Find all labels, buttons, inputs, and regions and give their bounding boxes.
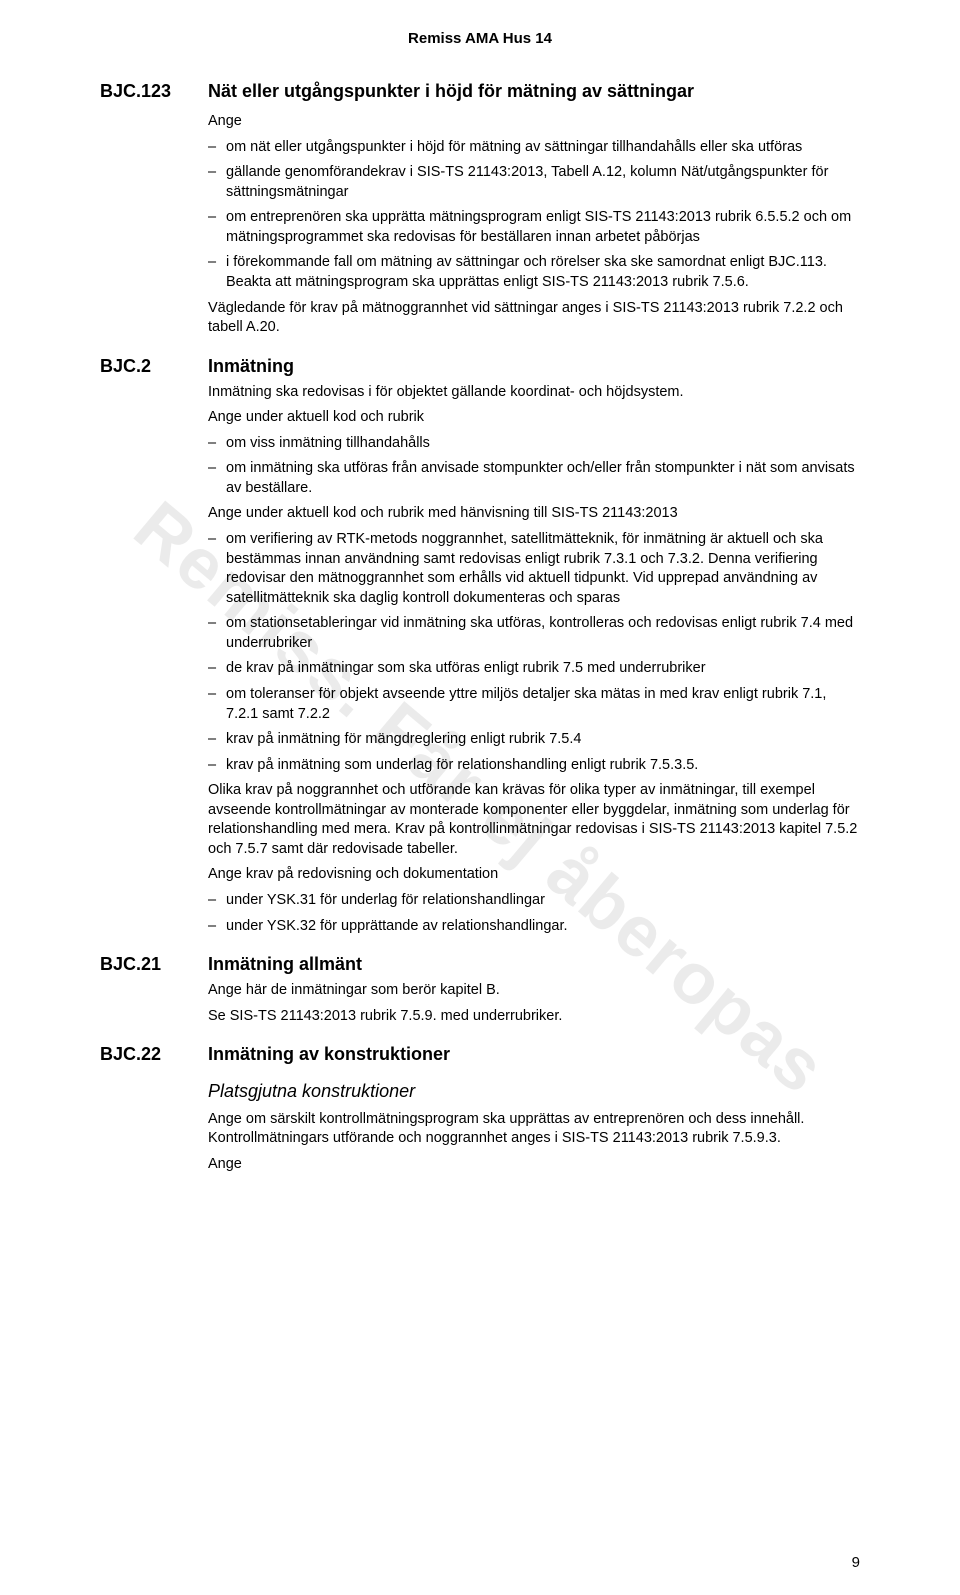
- bullet-list: om viss inmätning tillhandahålls om inmä…: [208, 434, 860, 499]
- section-title: Inmätning: [208, 356, 294, 377]
- bullet-list: om verifiering av RTK-metods noggrannhet…: [208, 530, 860, 775]
- list-item: om stationsetableringar vid inmätning sk…: [208, 614, 860, 653]
- list-item: om verifiering av RTK-metods noggrannhet…: [208, 530, 860, 608]
- subheading: Platsgjutna konstruktioner: [208, 1079, 860, 1103]
- document-header: Remiss AMA Hus 14: [100, 30, 860, 47]
- section-code: BJC.22: [100, 1044, 208, 1065]
- list-item: de krav på inmätningar som ska utföras e…: [208, 659, 860, 679]
- paragraph: Ange krav på redovisning och dokumentati…: [208, 865, 860, 885]
- section-bjc-2: BJC.2 Inmätning Inmätning ska redovisas …: [100, 356, 860, 937]
- paragraph: Ange: [208, 1155, 860, 1175]
- list-item: under YSK.32 för upprättande av relation…: [208, 917, 860, 937]
- list-item: under YSK.31 för underlag för relationsh…: [208, 891, 860, 911]
- section-title: Nät eller utgångspunkter i höjd för mätn…: [208, 81, 694, 102]
- section-bjc-21: BJC.21 Inmätning allmänt Ange här de inm…: [100, 954, 860, 1026]
- paragraph: Inmätning ska redovisas i för objektet g…: [208, 383, 860, 403]
- paragraph: Se SIS-TS 21143:2013 rubrik 7.5.9. med u…: [208, 1007, 860, 1027]
- paragraph: Vägledande för krav på mätnoggrannhet vi…: [208, 299, 860, 338]
- list-item: om nät eller utgångspunkter i höjd för m…: [208, 138, 860, 158]
- paragraph: Ange under aktuell kod och rubrik med hä…: [208, 504, 860, 524]
- section-body: Inmätning ska redovisas i för objektet g…: [208, 383, 860, 937]
- lead-text: Ange: [208, 112, 860, 132]
- list-item: krav på inmätning för mängdreglering enl…: [208, 730, 860, 750]
- section-code: BJC.2: [100, 356, 208, 377]
- section-title: Inmätning allmänt: [208, 954, 362, 975]
- paragraph: Ange om särskilt kontrollmätningsprogram…: [208, 1110, 860, 1149]
- list-item: om toleranser för objekt avseende yttre …: [208, 685, 860, 724]
- list-item: i förekommande fall om mätning av sättni…: [208, 253, 860, 292]
- list-item: om inmätning ska utföras från anvisade s…: [208, 459, 860, 498]
- paragraph: Olika krav på noggrannhet och utförande …: [208, 781, 860, 859]
- section-code: BJC.21: [100, 954, 208, 975]
- paragraph: Ange under aktuell kod och rubrik: [208, 408, 860, 428]
- list-item: om viss inmätning tillhandahålls: [208, 434, 860, 454]
- bullet-list: under YSK.31 för underlag för relationsh…: [208, 891, 860, 936]
- section-body: Ange här de inmätningar som berör kapite…: [208, 981, 860, 1026]
- section-bjc-22: BJC.22 Inmätning av konstruktioner Plats…: [100, 1044, 860, 1174]
- bullet-list: om nät eller utgångspunkter i höjd för m…: [208, 138, 860, 293]
- section-title: Inmätning av konstruktioner: [208, 1044, 450, 1065]
- list-item: om entreprenören ska upprätta mätningspr…: [208, 208, 860, 247]
- section-body: Platsgjutna konstruktioner Ange om särsk…: [208, 1079, 860, 1174]
- page: Remiss. Får ej åberopas Remiss AMA Hus 1…: [0, 0, 960, 1595]
- list-item: krav på inmätning som underlag för relat…: [208, 756, 860, 776]
- paragraph: Ange här de inmätningar som berör kapite…: [208, 981, 860, 1001]
- section-body: Ange om nät eller utgångspunkter i höjd …: [208, 112, 860, 338]
- section-code: BJC.123: [100, 81, 208, 102]
- page-number: 9: [852, 1554, 860, 1571]
- list-item: gällande genomförandekrav i SIS-TS 21143…: [208, 163, 860, 202]
- section-bjc-123: BJC.123 Nät eller utgångspunkter i höjd …: [100, 81, 860, 338]
